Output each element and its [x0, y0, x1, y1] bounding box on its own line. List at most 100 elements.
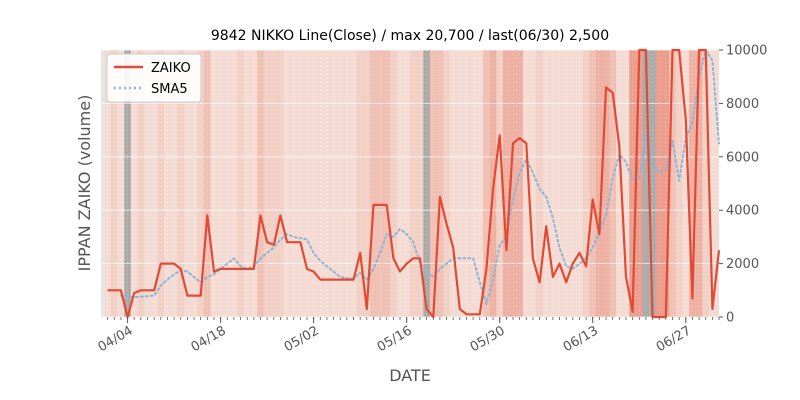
y-tick-label: 6000 [726, 150, 759, 165]
background-band [270, 50, 278, 317]
background-band [190, 50, 198, 317]
background-band [277, 50, 284, 317]
background-band [622, 50, 630, 317]
background-band [443, 50, 450, 317]
background-band [689, 50, 696, 317]
background-band [503, 50, 510, 317]
background-band [529, 50, 537, 317]
background-band [210, 50, 218, 317]
background-band [456, 50, 464, 317]
background-band [144, 50, 151, 317]
background-band [542, 50, 550, 317]
background-band [476, 50, 484, 317]
background-band [642, 50, 650, 317]
background-band [130, 50, 138, 317]
background-band [170, 50, 178, 317]
x-axis-label: DATE [389, 366, 431, 385]
background-band [410, 50, 417, 317]
background-band [635, 50, 643, 317]
background-band [669, 50, 676, 317]
background-band [150, 50, 158, 317]
y-axis: 0 2000 4000 6000 8000 10000 [719, 44, 767, 326]
background-band [363, 50, 371, 317]
background-band [303, 50, 311, 317]
background-band [204, 50, 211, 317]
background-band [629, 50, 636, 317]
background-band [675, 50, 683, 317]
background-band [343, 50, 351, 317]
background-band [516, 50, 523, 317]
background-band [117, 50, 125, 317]
y-tick-label: 0 [726, 311, 734, 326]
background-band [263, 50, 271, 317]
background-band [662, 50, 670, 317]
background-band [682, 50, 690, 317]
background-band [110, 50, 118, 317]
background-band [436, 50, 444, 317]
background-band [350, 50, 357, 317]
background-band [157, 50, 165, 317]
background-band [469, 50, 477, 317]
chart-title: 9842 NIKKO Line(Close) / max 20,700 / la… [211, 28, 609, 44]
background-band [616, 50, 623, 317]
background-bands [104, 50, 719, 317]
background-band [104, 50, 111, 317]
background-band [416, 50, 424, 317]
background-band [237, 50, 244, 317]
background-band [290, 50, 298, 317]
background-band [576, 50, 583, 317]
background-band [223, 50, 231, 317]
background-band [310, 50, 317, 317]
background-band [483, 50, 490, 317]
background-band [184, 50, 191, 317]
background-band [164, 50, 171, 317]
background-band [336, 50, 344, 317]
series-line-zaiko [107, 48, 721, 319]
background-band [715, 50, 719, 317]
background-band [509, 50, 517, 317]
background-band [370, 50, 377, 317]
background-band [522, 50, 530, 317]
y-axis-label: IPPAN ZAIKO (volume) [75, 95, 94, 272]
background-band [655, 50, 663, 317]
background-band [330, 50, 337, 317]
background-band [197, 50, 204, 317]
background-band [250, 50, 258, 317]
background-band [124, 50, 131, 317]
background-band [243, 50, 251, 317]
series-lines [107, 48, 721, 319]
background-band [589, 50, 597, 317]
y-tick-label: 4000 [726, 204, 759, 219]
background-band [177, 50, 185, 317]
y-tick-label: 10000 [726, 44, 767, 59]
background-band [423, 50, 430, 317]
background-band [549, 50, 557, 317]
background-band [582, 50, 590, 317]
background-band [562, 50, 570, 317]
background-band [569, 50, 577, 317]
background-band [702, 50, 710, 317]
background-band [396, 50, 404, 317]
background-band [449, 50, 457, 317]
background-band [709, 50, 716, 317]
background-band [283, 50, 291, 317]
background-band [429, 50, 437, 317]
legend-label-zaiko: ZAIKO [151, 61, 191, 76]
background-band [376, 50, 384, 317]
background-band [649, 50, 656, 317]
background-band [356, 50, 364, 317]
background-band [695, 50, 703, 317]
background-band [257, 50, 264, 317]
background-band [496, 50, 504, 317]
background-band [556, 50, 563, 317]
background-band [137, 50, 145, 317]
plot-area [101, 48, 721, 319]
y-tick-label: 2000 [726, 257, 759, 272]
background-band [297, 50, 304, 317]
background-band [383, 50, 391, 317]
legend: ZAIKO SMA5 [106, 53, 202, 103]
background-band [217, 50, 224, 317]
background-band [316, 50, 324, 317]
background-band [390, 50, 397, 317]
